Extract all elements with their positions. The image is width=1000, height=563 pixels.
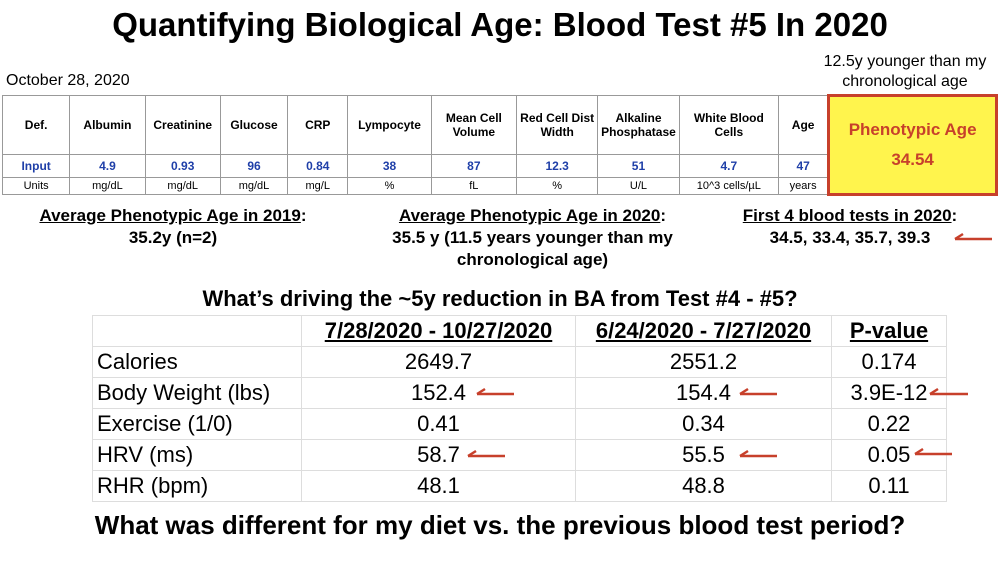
header-cell: Phenotypic Age 34.54 [827, 94, 998, 196]
summary-heading: First 4 blood tests in 2020 [742, 206, 952, 225]
value-cell: 0.93 [144, 154, 221, 178]
header-cell: Creatinine [144, 95, 221, 155]
header-cell: Red Cell Dist Width [516, 95, 599, 155]
header-cell: Mean Cell Volume [430, 95, 518, 155]
value-cell: 47 [778, 154, 830, 178]
unit-cell: fL [430, 177, 518, 195]
value-cell: 4.7 [678, 154, 780, 178]
unit-cell: Units [1, 177, 71, 195]
header-cell: CRP [287, 95, 349, 155]
value-cell: 58.7 [301, 439, 576, 471]
question: What’s driving the ~5y reduction in BA f… [202, 286, 798, 311]
value-cell: 34.54 [891, 150, 934, 169]
summary: First 4 blood tests in 2020: 34.5, 33.4, … [742, 206, 958, 247]
data-row: Body Weight (lbs) 152.4 154.4 3.9E-12 [92, 377, 947, 409]
unit-cell: % [516, 177, 599, 195]
summary-text: 35.2y (n=2) [128, 228, 218, 247]
unit-cell: mg/dL [144, 177, 221, 195]
value-cell: 4.9 [69, 154, 146, 178]
header-cell [92, 315, 302, 347]
summary: Average Phenotypic Age in 2020: 35.5 y (1… [392, 206, 673, 269]
row-label: RHR (bpm) [92, 470, 302, 502]
value-cell: 2551.2 [575, 346, 832, 378]
compare-table: 7/28/2020 - 10/27/2020 6/24/2020 - 7/27/2… [92, 315, 947, 502]
header-cell: Alkaline Phosphatase [597, 95, 680, 155]
header-row: 7/28/2020 - 10/27/2020 6/24/2020 - 7/27/2… [92, 315, 947, 347]
header-cell: Def. [1, 95, 71, 155]
header-cell: White Blood Cells [678, 95, 780, 155]
units-row: Units mg/dL mg/dL mg/dL mg/L% fL% U/L 10^3 cell… [1, 177, 997, 195]
blood-table: Def. Albumin Creatinine Glucose CRP Lympocyte… [1, 94, 998, 196]
unit-cell: mg/L [287, 177, 349, 195]
data-row: RHR (bpm) 48.1 48.8 0.11 [92, 470, 947, 502]
value-cell: 51 [597, 154, 680, 178]
summary-heading: Average Phenotypic Age in 2019 [39, 206, 301, 225]
unit-cell: years [778, 177, 830, 195]
data-row: Exercise (1/0) 0.41 0.34 0.22 [92, 408, 947, 440]
title: Quantifying Biological Age: Blood Test #… [112, 6, 888, 43]
summary-text: 34.5, 33.4, 35.7, 39.3 [769, 228, 931, 247]
summary-text: 35.5 y (11.5 years younger than my chron… [392, 228, 673, 269]
header-cell: Albumin [69, 95, 146, 155]
value-cell: 152.4 [301, 377, 576, 409]
value-cell: 38 [347, 154, 432, 178]
value-cell: 55.5 [575, 439, 832, 471]
value-cell: 96 [219, 154, 289, 178]
data-row: HRV (ms) 58.7 55.5 0.05 [92, 439, 947, 471]
input-row: Input 4.9 0.93 96 0.84 38 87 12.3 51 4.7 47 [1, 154, 997, 178]
data-row: Calories 2649.7 2551.2 0.174 [92, 346, 947, 378]
note: 12.5y younger than my chronological age [823, 53, 987, 90]
header-cell: Phenotypic Age [848, 120, 977, 139]
value-cell: 0.05 [831, 439, 947, 471]
value-cell: 0.34 [575, 408, 832, 440]
header-cell: P-value [831, 315, 947, 347]
header-cell: Lympocyte [347, 95, 432, 155]
value-cell: 12.3 [516, 154, 599, 178]
unit-cell: mg/dL [69, 177, 146, 195]
unit-cell: % [347, 177, 432, 195]
value-cell: 0.174 [831, 346, 947, 378]
value-cell: 48.1 [301, 470, 576, 502]
header-cell: 7/28/2020 - 10/27/2020 [301, 315, 576, 347]
row-label: HRV (ms) [92, 439, 302, 471]
value-cell: 3.9E-12 [831, 377, 947, 409]
value-cell: 2649.7 [301, 346, 576, 378]
unit-cell: mg/dL [219, 177, 289, 195]
value-cell: 0.84 [287, 154, 349, 178]
value-cell: Input [1, 154, 71, 178]
header-cell: 6/24/2020 - 7/27/2020 [575, 315, 832, 347]
header-cell: Age [778, 95, 830, 155]
value-cell: 48.8 [575, 470, 832, 502]
header-row: Def. Albumin Creatinine Glucose CRP Lympocyte… [1, 94, 998, 196]
footer: What was different for my diet vs. the p… [94, 510, 906, 540]
unit-cell: 10^3 cells/µL [678, 177, 780, 195]
value-cell: 0.22 [831, 408, 947, 440]
summary: Average Phenotypic Age in 2019: 35.2y (n=… [39, 206, 307, 247]
unit-cell: U/L [597, 177, 680, 195]
row-label: Exercise (1/0) [92, 408, 302, 440]
date: October 28, 2020 [6, 72, 130, 89]
summary-heading: Average Phenotypic Age in 2020 [398, 206, 661, 225]
value-cell: 0.11 [831, 470, 947, 502]
row-label: Body Weight (lbs) [92, 377, 302, 409]
header-cell: Glucose [219, 95, 289, 155]
value-cell: 0.41 [301, 408, 576, 440]
row-label: Calories [92, 346, 302, 378]
value-cell: 87 [430, 154, 518, 178]
value-cell: 154.4 [575, 377, 832, 409]
